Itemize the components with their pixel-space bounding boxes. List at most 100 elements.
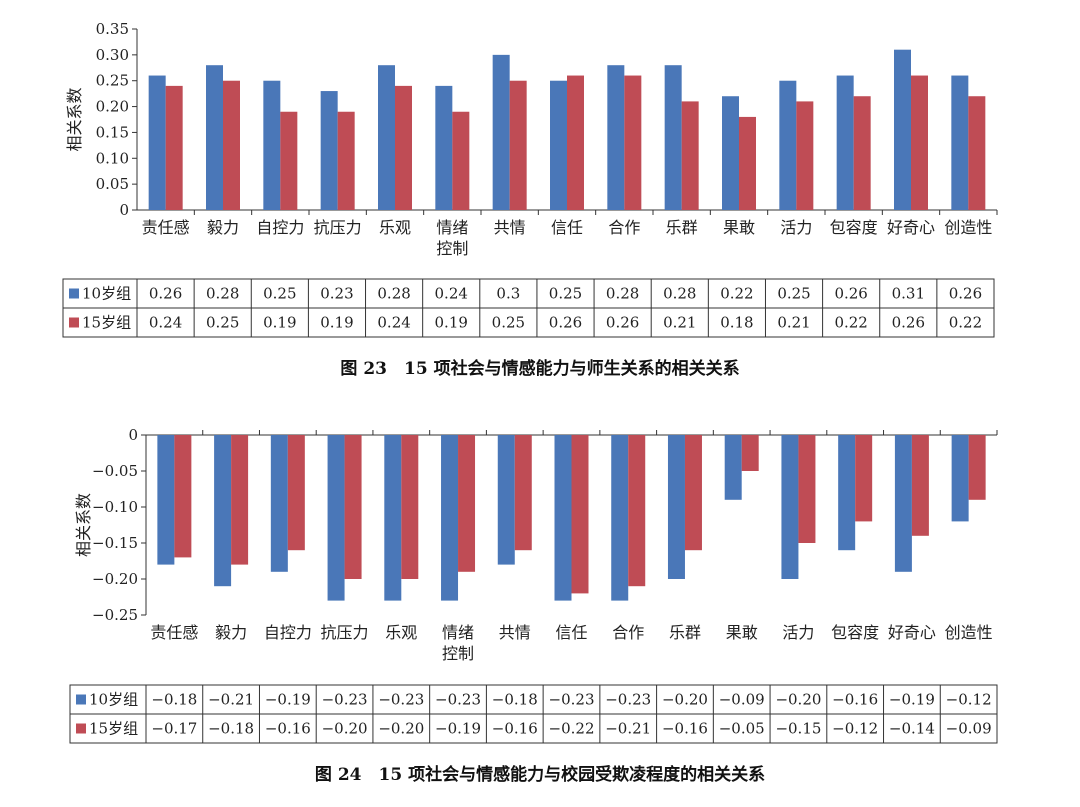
table-cell-value: −0.18 xyxy=(208,720,254,738)
bar-series1 xyxy=(384,435,402,601)
table-cell-value: −0.19 xyxy=(889,691,935,709)
table-cell-value: −0.17 xyxy=(151,720,197,738)
table-cell-value: 0.24 xyxy=(435,285,468,303)
bar-series1 xyxy=(836,75,854,211)
category-label: 乐群 xyxy=(666,218,698,237)
table-cell-value: −0.21 xyxy=(605,720,651,738)
table-cell-value: 0.26 xyxy=(549,314,582,332)
bar-series2 xyxy=(165,85,183,210)
bar-series1 xyxy=(214,435,232,587)
bar-series2 xyxy=(571,435,589,594)
y-axis-label: 相关系数 xyxy=(74,493,93,557)
legend-label: 10岁组 xyxy=(82,285,131,303)
category-label: 共情 xyxy=(494,218,526,237)
category-label: 活力 xyxy=(782,623,814,642)
table-cell-value: 0.28 xyxy=(206,285,239,303)
category-label: 毅力 xyxy=(215,623,247,642)
bar-series2 xyxy=(337,111,355,210)
bar-series1 xyxy=(554,435,572,601)
table-cell-value: −0.20 xyxy=(662,691,708,709)
bar-series2 xyxy=(968,96,986,210)
category-label: 信任 xyxy=(555,623,587,642)
bar-series1 xyxy=(838,435,856,551)
y-tick-label: 0 xyxy=(119,201,129,219)
bar-series1 xyxy=(435,85,453,210)
bar-series2 xyxy=(401,435,419,579)
category-label: 责任感 xyxy=(150,623,198,642)
table-cell-value: −0.23 xyxy=(549,691,595,709)
bar-series1 xyxy=(951,75,969,211)
bar-series1 xyxy=(664,65,682,210)
table-cell-value: −0.16 xyxy=(265,720,311,738)
bar-series2 xyxy=(741,435,759,471)
y-tick-label: 0.20 xyxy=(96,98,129,116)
bar-series2 xyxy=(174,435,192,558)
table-cell-value: 0.22 xyxy=(949,314,982,332)
table-cell-value: 0.21 xyxy=(663,314,696,332)
table-cell-value: 0.25 xyxy=(492,314,525,332)
bar-series1 xyxy=(327,435,345,601)
table-cell-value: −0.12 xyxy=(832,720,878,738)
table-cell-value: 0.26 xyxy=(834,285,867,303)
category-label: 乐观 xyxy=(379,218,411,237)
table-cell-value: 0.26 xyxy=(149,285,182,303)
bar-series2 xyxy=(287,435,305,551)
table-cell-value: 0.24 xyxy=(377,314,410,332)
chart-caption: 图 23 15 项社会与情感能力与师生关系的相关关系 xyxy=(340,358,739,379)
table-cell-value: −0.20 xyxy=(775,691,821,709)
table-cell-value: 0.28 xyxy=(606,285,639,303)
table-cell-value: 0.31 xyxy=(892,285,925,303)
bar-series1 xyxy=(722,96,739,210)
table-cell-value: −0.05 xyxy=(719,720,765,738)
category-label: 责任感 xyxy=(142,218,190,237)
bar-series2 xyxy=(855,435,873,522)
bar-series2 xyxy=(681,101,699,210)
legend-swatch xyxy=(76,723,86,734)
table-cell-value: −0.16 xyxy=(492,720,538,738)
bar-series1 xyxy=(270,435,288,572)
table-cell-value: 0.22 xyxy=(720,285,753,303)
category-label: 创造性 xyxy=(944,218,992,237)
table-cell-value: 0.19 xyxy=(320,314,353,332)
bar-series1 xyxy=(378,65,395,210)
bar-series2 xyxy=(968,435,986,500)
category-label: 信任 xyxy=(551,218,583,237)
table-cell-value: −0.15 xyxy=(775,720,821,738)
y-axis-label: 相关系数 xyxy=(65,87,84,151)
bar-series1 xyxy=(781,435,799,579)
category-label: 自控力 xyxy=(264,623,312,642)
category-label: 果敢 xyxy=(726,623,758,642)
table-cell-value: 0.26 xyxy=(949,285,982,303)
data-table: 10岁组 0.26 0.28 0.25 0.23 0.28 0.24 0.3 0.25 0.28 0… xyxy=(62,278,995,338)
table-cell-value: 0.24 xyxy=(149,314,182,332)
table-cell-value: 0.22 xyxy=(834,314,867,332)
table-cell-value: 0.26 xyxy=(606,314,639,332)
table-cell-value: −0.18 xyxy=(151,691,197,709)
category-label: 创造性 xyxy=(945,623,993,642)
bar-series2 xyxy=(911,75,928,211)
table-cell-value: 0.25 xyxy=(206,314,239,332)
bar-series2 xyxy=(395,85,412,210)
category-label: 好奇心 xyxy=(887,218,935,237)
table-cell-value: 0.25 xyxy=(549,285,582,303)
table-cell-value: −0.23 xyxy=(605,691,651,709)
bar-series1 xyxy=(894,435,912,572)
category-label: 果敢 xyxy=(723,218,755,237)
bar-series2 xyxy=(514,435,532,551)
bar-series1 xyxy=(779,80,797,210)
legend-swatch xyxy=(69,288,79,299)
table-cell-value: 0.25 xyxy=(777,285,810,303)
bar-series2 xyxy=(567,75,584,211)
category-label: 合作 xyxy=(612,623,644,642)
table-cell-value: −0.16 xyxy=(662,720,708,738)
chart-caption: 图 24 15 项社会与情感能力与校园受欺凌程度的相关关系 xyxy=(315,764,765,785)
category-label: 抗压力 xyxy=(321,623,369,642)
bar-series1 xyxy=(611,435,629,601)
table-cell-value: −0.19 xyxy=(265,691,311,709)
table-cell-value: −0.20 xyxy=(378,720,424,738)
category-label: 抗压力 xyxy=(314,218,362,237)
y-tick-label: 0 xyxy=(128,426,138,444)
bar-series1 xyxy=(157,435,175,565)
legend-swatch xyxy=(76,694,86,705)
